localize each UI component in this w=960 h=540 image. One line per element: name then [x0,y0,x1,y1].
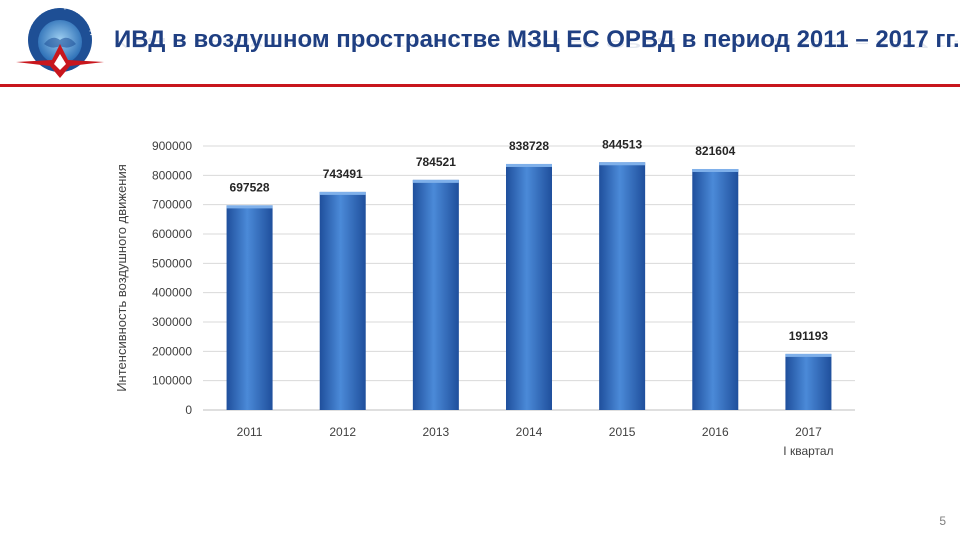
x-tick-label: 2015 [609,425,636,439]
bar-cap [319,191,366,195]
y-tick-label: 100000 [152,374,192,388]
bar-2016 [692,168,739,410]
data-label: 697528 [230,180,270,194]
y-axis-title: Интенсивность воздушного движения [114,164,129,392]
y-tick-label: 700000 [152,198,192,212]
y-tick-label: 500000 [152,256,192,270]
y-tick-label: 800000 [152,168,192,182]
y-tick-label: 600000 [152,227,192,241]
page-title: ИВД в воздушном пространстве МЗЦ ЕС ОРВД… [114,26,960,53]
chart-bars [226,162,832,410]
x-tick-label: 2014 [516,425,543,439]
bar-2015 [599,162,646,410]
data-label: 821604 [695,144,735,158]
company-logo: ГОСКОРПОРАЦИЯ по ОРВД [16,4,104,78]
chart-labels: 697528 2011 743491 2012 784521 2013 838728 2014… [230,137,834,458]
bar-cap [226,205,273,209]
bar-2012 [319,191,366,410]
bar-cap [599,162,646,166]
header-divider [0,84,960,87]
x-tick-label: 2012 [329,425,356,439]
data-label: 844513 [602,137,642,151]
x-tick-label: 2016 [702,425,729,439]
bar-cap [506,163,552,167]
data-label: 838728 [509,139,549,153]
chart-axes: 0 100000 200000 300000 400000 500000 600000 700… [114,139,855,417]
y-tick-label: 400000 [152,286,192,300]
data-label: 743491 [323,167,363,181]
bar-2014 [506,163,552,410]
bar-cap [692,168,739,172]
bar-2011 [226,205,273,410]
bar-cap [785,353,832,357]
x-tick-label: 2013 [423,425,450,439]
y-tick-label: 300000 [152,315,192,329]
x-tick-sublabel: I квартал [783,444,833,458]
y-tick-label: 900000 [152,139,192,153]
page-number: 5 [939,514,946,528]
y-tick-label: 0 [185,403,192,417]
y-tick-label: 200000 [152,344,192,358]
data-label: 784521 [416,155,456,169]
bar-2017 [785,353,832,410]
bar-cap [412,179,459,183]
x-tick-label: 2017 [795,425,822,439]
data-label: 191193 [789,329,829,343]
x-tick-label: 2011 [237,425,263,439]
bar-2013 [412,179,459,410]
